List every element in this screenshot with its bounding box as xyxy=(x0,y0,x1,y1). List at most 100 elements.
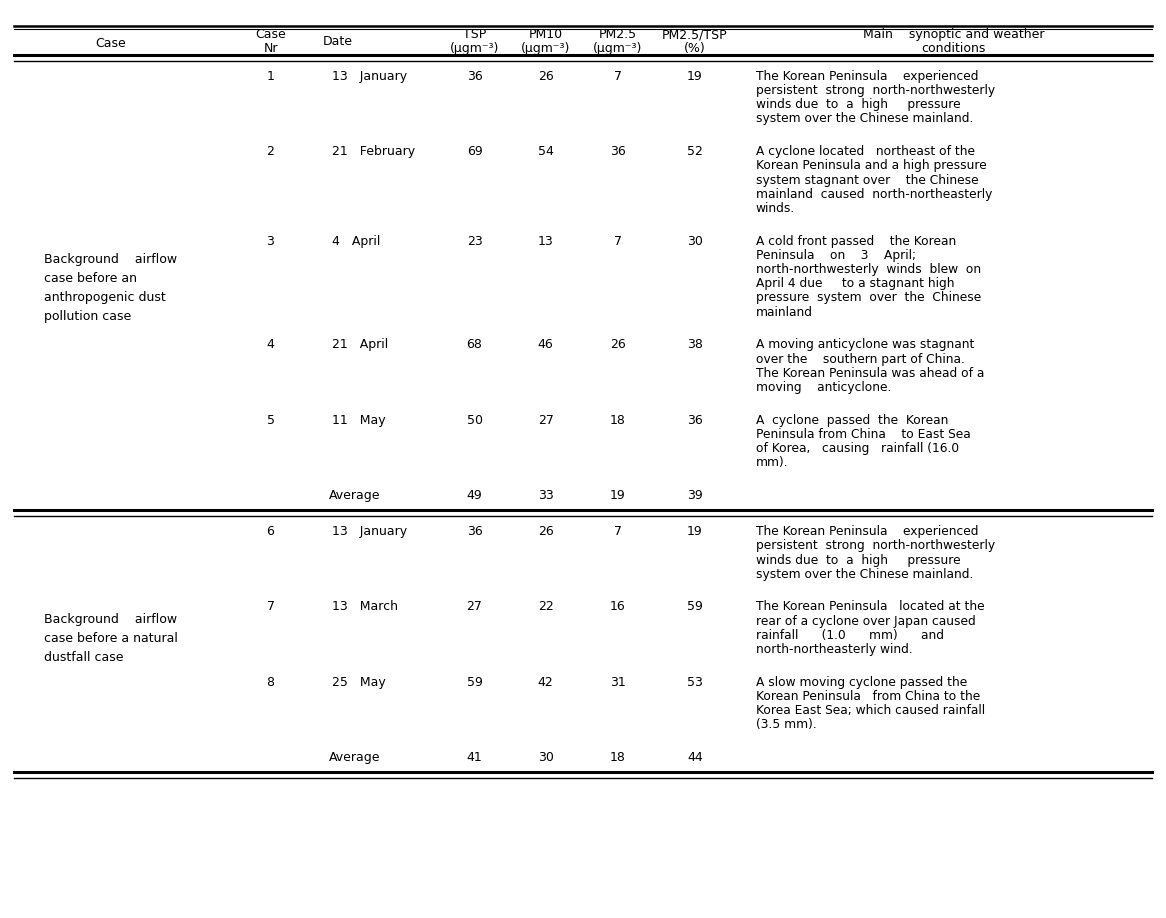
Text: 19: 19 xyxy=(687,525,703,538)
Text: Korea East Sea; which caused rainfall: Korea East Sea; which caused rainfall xyxy=(756,704,985,717)
Text: 13   January: 13 January xyxy=(332,525,407,538)
Text: The Korean Peninsula was ahead of a: The Korean Peninsula was ahead of a xyxy=(756,366,984,380)
Text: 23: 23 xyxy=(466,234,483,248)
Text: conditions: conditions xyxy=(921,42,986,55)
Text: Case: Case xyxy=(255,28,286,41)
Text: 19: 19 xyxy=(687,70,703,83)
Text: 7: 7 xyxy=(614,234,621,248)
Text: 36: 36 xyxy=(610,145,626,158)
Text: Background    airflow
case before an
anthropogenic dust
pollution case: Background airflow case before an anthro… xyxy=(44,253,177,323)
Text: (μgm⁻³): (μgm⁻³) xyxy=(593,42,642,55)
Text: 69: 69 xyxy=(466,145,483,158)
Text: 59: 59 xyxy=(687,600,703,613)
Text: mm).: mm). xyxy=(756,456,788,469)
Text: 1: 1 xyxy=(267,70,274,83)
Text: rear of a cyclone over Japan caused: rear of a cyclone over Japan caused xyxy=(756,614,975,628)
Text: 13   March: 13 March xyxy=(332,600,399,613)
Text: 42: 42 xyxy=(538,676,554,688)
Text: Average: Average xyxy=(329,488,380,502)
Text: persistent  strong  north-northwesterly: persistent strong north-northwesterly xyxy=(756,84,995,97)
Text: of Korea,   causing   rainfall (16.0: of Korea, causing rainfall (16.0 xyxy=(756,442,958,455)
Text: 19: 19 xyxy=(610,488,626,502)
Text: 33: 33 xyxy=(538,488,554,502)
Text: A cyclone located   northeast of the: A cyclone located northeast of the xyxy=(756,145,975,158)
Text: 59: 59 xyxy=(466,676,483,688)
Text: Average: Average xyxy=(329,751,380,764)
Text: Korean Peninsula   from China to the: Korean Peninsula from China to the xyxy=(756,689,979,703)
Text: 26: 26 xyxy=(538,70,554,83)
Text: 38: 38 xyxy=(687,338,703,352)
Text: north-northeasterly wind.: north-northeasterly wind. xyxy=(756,643,912,656)
Text: A  cyclone  passed  the  Korean: A cyclone passed the Korean xyxy=(756,413,948,427)
Text: 52: 52 xyxy=(687,145,703,158)
Text: 30: 30 xyxy=(538,751,554,764)
Text: Case: Case xyxy=(96,37,126,50)
Text: Date: Date xyxy=(323,35,353,48)
Text: Peninsula    on    3    April;: Peninsula on 3 April; xyxy=(756,249,915,262)
Text: Main    synoptic and weather: Main synoptic and weather xyxy=(863,28,1045,41)
Text: over the    southern part of China.: over the southern part of China. xyxy=(756,353,964,365)
Text: winds due  to  a  high     pressure: winds due to a high pressure xyxy=(756,98,960,111)
Text: mainland: mainland xyxy=(756,306,813,319)
Text: 13   January: 13 January xyxy=(332,70,407,83)
Text: 41: 41 xyxy=(466,751,483,764)
Text: 21   February: 21 February xyxy=(332,145,415,158)
Text: 22: 22 xyxy=(538,600,554,613)
Text: 49: 49 xyxy=(466,488,483,502)
Text: north-northwesterly  winds  blew  on: north-northwesterly winds blew on xyxy=(756,263,981,276)
Text: 36: 36 xyxy=(687,413,703,427)
Text: The Korean Peninsula   located at the: The Korean Peninsula located at the xyxy=(756,600,984,613)
Text: 8: 8 xyxy=(267,676,274,688)
Text: (%): (%) xyxy=(684,42,705,55)
Text: 30: 30 xyxy=(687,234,703,248)
Text: system over the Chinese mainland.: system over the Chinese mainland. xyxy=(756,567,972,581)
Text: Korean Peninsula and a high pressure: Korean Peninsula and a high pressure xyxy=(756,159,986,173)
Text: (μgm⁻³): (μgm⁻³) xyxy=(521,42,570,55)
Text: 7: 7 xyxy=(267,600,274,613)
Text: 53: 53 xyxy=(687,676,703,688)
Text: Nr: Nr xyxy=(264,42,278,55)
Text: 6: 6 xyxy=(267,525,274,538)
Text: moving    anticyclone.: moving anticyclone. xyxy=(756,381,891,394)
Text: 36: 36 xyxy=(466,70,483,83)
Text: (μgm⁻³): (μgm⁻³) xyxy=(450,42,499,55)
Text: 39: 39 xyxy=(687,488,703,502)
Text: 18: 18 xyxy=(610,751,626,764)
Text: system over the Chinese mainland.: system over the Chinese mainland. xyxy=(756,112,972,126)
Text: Background    airflow
case before a natural
dustfall case: Background airflow case before a natural… xyxy=(44,612,177,664)
Text: PM2.5/TSP: PM2.5/TSP xyxy=(662,28,728,41)
Text: 25   May: 25 May xyxy=(332,676,386,688)
Text: TSP: TSP xyxy=(463,28,486,41)
Text: PM10: PM10 xyxy=(528,28,563,41)
Text: The Korean Peninsula    experienced: The Korean Peninsula experienced xyxy=(756,70,978,83)
Text: 7: 7 xyxy=(614,70,621,83)
Text: 13: 13 xyxy=(538,234,554,248)
Text: The Korean Peninsula    experienced: The Korean Peninsula experienced xyxy=(756,525,978,538)
Text: 2: 2 xyxy=(267,145,274,158)
Text: 11   May: 11 May xyxy=(332,413,386,427)
Text: A moving anticyclone was stagnant: A moving anticyclone was stagnant xyxy=(756,338,974,352)
Text: 31: 31 xyxy=(610,676,626,688)
Text: 5: 5 xyxy=(267,413,274,427)
Text: persistent  strong  north-northwesterly: persistent strong north-northwesterly xyxy=(756,539,995,553)
Text: 4   April: 4 April xyxy=(332,234,380,248)
Text: 46: 46 xyxy=(538,338,554,352)
Text: winds due  to  a  high     pressure: winds due to a high pressure xyxy=(756,554,960,566)
Text: mainland  caused  north-northeasterly: mainland caused north-northeasterly xyxy=(756,187,992,201)
Text: 26: 26 xyxy=(610,338,626,352)
Text: A cold front passed    the Korean: A cold front passed the Korean xyxy=(756,234,956,248)
Text: 36: 36 xyxy=(466,525,483,538)
Text: rainfall      (1.0      mm)      and: rainfall (1.0 mm) and xyxy=(756,629,943,642)
Text: 16: 16 xyxy=(610,600,626,613)
Text: A slow moving cyclone passed the: A slow moving cyclone passed the xyxy=(756,676,967,688)
Text: system stagnant over    the Chinese: system stagnant over the Chinese xyxy=(756,174,978,186)
Text: 21   April: 21 April xyxy=(332,338,388,352)
Text: winds.: winds. xyxy=(756,202,795,215)
Text: Peninsula from China    to East Sea: Peninsula from China to East Sea xyxy=(756,428,970,441)
Text: 3: 3 xyxy=(267,234,274,248)
Text: 27: 27 xyxy=(466,600,483,613)
Text: 68: 68 xyxy=(466,338,483,352)
Text: 7: 7 xyxy=(614,525,621,538)
Text: pressure  system  over  the  Chinese: pressure system over the Chinese xyxy=(756,291,981,305)
Text: 44: 44 xyxy=(687,751,703,764)
